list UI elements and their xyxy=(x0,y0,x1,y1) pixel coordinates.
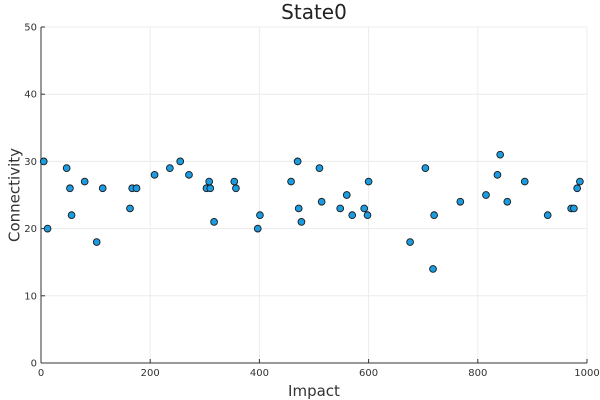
data-point xyxy=(317,197,326,206)
tick-labels: 0 200 400 600 800 1000 0 10 20 30 40 50 xyxy=(24,23,599,380)
data-point xyxy=(66,184,74,193)
data-points xyxy=(39,150,584,273)
data-point xyxy=(294,204,303,213)
data-point xyxy=(576,177,584,186)
data-point xyxy=(210,218,218,226)
data-point xyxy=(132,184,141,193)
data-point xyxy=(126,204,134,213)
data-point xyxy=(363,211,372,220)
data-point xyxy=(205,177,214,186)
data-point xyxy=(493,170,502,179)
data-point xyxy=(482,191,490,199)
data-point xyxy=(62,164,71,172)
data-point xyxy=(150,170,159,179)
data-point xyxy=(176,157,185,166)
x-tick-label: 1000 xyxy=(574,368,599,379)
data-point xyxy=(543,211,552,220)
data-point xyxy=(297,218,306,226)
data-point xyxy=(430,211,438,220)
data-point xyxy=(232,184,240,193)
data-point xyxy=(364,177,373,186)
x-tick-label: 0 xyxy=(38,368,44,379)
data-point xyxy=(185,170,193,179)
data-point xyxy=(256,211,264,220)
data-point xyxy=(293,157,302,166)
data-point xyxy=(520,177,529,186)
data-point xyxy=(39,157,48,166)
x-tick-label: 600 xyxy=(359,368,378,379)
chart-title: State0 xyxy=(281,0,347,24)
y-tick-label: 50 xyxy=(24,23,37,34)
grid xyxy=(41,26,588,363)
axes xyxy=(40,26,588,364)
data-point xyxy=(456,197,465,206)
data-point xyxy=(43,224,52,233)
data-point xyxy=(342,191,351,199)
x-tick-label: 400 xyxy=(250,368,269,379)
data-point xyxy=(336,204,345,213)
y-axis-label: Connectivity xyxy=(5,148,23,242)
y-tick-label: 20 xyxy=(24,224,37,235)
data-point xyxy=(360,204,369,213)
y-tick-label: 40 xyxy=(24,90,37,101)
data-point xyxy=(573,184,582,193)
data-point xyxy=(315,164,324,172)
data-point xyxy=(406,238,414,246)
data-point xyxy=(429,265,437,273)
data-point xyxy=(98,184,107,193)
data-point xyxy=(253,224,262,233)
data-point xyxy=(421,164,430,172)
data-point xyxy=(166,164,174,172)
data-point xyxy=(287,177,295,186)
data-point xyxy=(570,204,578,213)
data-point xyxy=(348,211,357,220)
data-point xyxy=(496,150,505,159)
data-point xyxy=(80,177,89,186)
x-tick-label: 800 xyxy=(468,368,487,379)
y-tick-label: 0 xyxy=(31,359,37,370)
data-point xyxy=(503,197,512,206)
data-point xyxy=(206,184,215,193)
x-axis-label: Impact xyxy=(288,382,340,400)
data-point xyxy=(230,177,239,186)
y-tick-label: 10 xyxy=(24,291,37,302)
y-tick-label: 30 xyxy=(24,157,37,168)
x-tick-label: 200 xyxy=(141,368,160,379)
data-point xyxy=(67,211,76,220)
data-point xyxy=(92,238,101,246)
